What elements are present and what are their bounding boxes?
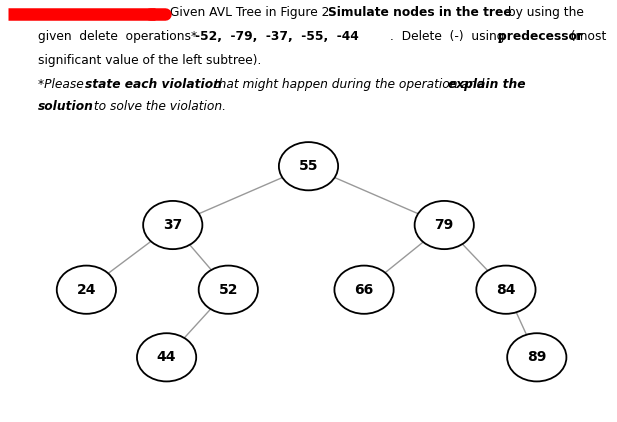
Text: given  delete  operations*: given delete operations* (38, 30, 205, 43)
Text: by using the: by using the (504, 6, 584, 19)
Text: 55: 55 (299, 159, 318, 173)
Ellipse shape (334, 265, 394, 314)
Ellipse shape (415, 201, 474, 249)
Text: 24: 24 (77, 283, 96, 297)
Text: 66: 66 (354, 283, 374, 297)
Text: (most: (most (563, 30, 607, 43)
Text: solution: solution (38, 100, 94, 113)
Text: state each violation: state each violation (85, 78, 222, 91)
Ellipse shape (476, 265, 536, 314)
Text: Given AVL Tree in Figure 2.: Given AVL Tree in Figure 2. (170, 6, 337, 19)
Text: -52,  -79,  -37,  -55,  -44: -52, -79, -37, -55, -44 (195, 30, 358, 43)
Text: significant value of the left subtree).: significant value of the left subtree). (38, 54, 262, 67)
Text: 84: 84 (496, 283, 516, 297)
Text: 89: 89 (527, 350, 547, 364)
Text: 79: 79 (434, 218, 454, 232)
Text: .  Delete  (-)  using: . Delete (-) using (390, 30, 512, 43)
Ellipse shape (279, 142, 338, 190)
Text: explain the: explain the (448, 78, 526, 91)
Ellipse shape (199, 265, 258, 314)
Ellipse shape (57, 265, 116, 314)
Ellipse shape (143, 201, 202, 249)
Text: *Please: *Please (38, 78, 88, 91)
Text: that might happen during the operation and: that might happen during the operation a… (210, 78, 488, 91)
Ellipse shape (137, 333, 196, 381)
Text: Simulate nodes in the tree: Simulate nodes in the tree (328, 6, 511, 19)
Text: 52: 52 (218, 283, 238, 297)
Ellipse shape (507, 333, 566, 381)
Text: 44: 44 (157, 350, 176, 364)
Text: 37: 37 (163, 218, 183, 232)
Text: to solve the violation.: to solve the violation. (90, 100, 226, 113)
Text: predecessor: predecessor (498, 30, 583, 43)
